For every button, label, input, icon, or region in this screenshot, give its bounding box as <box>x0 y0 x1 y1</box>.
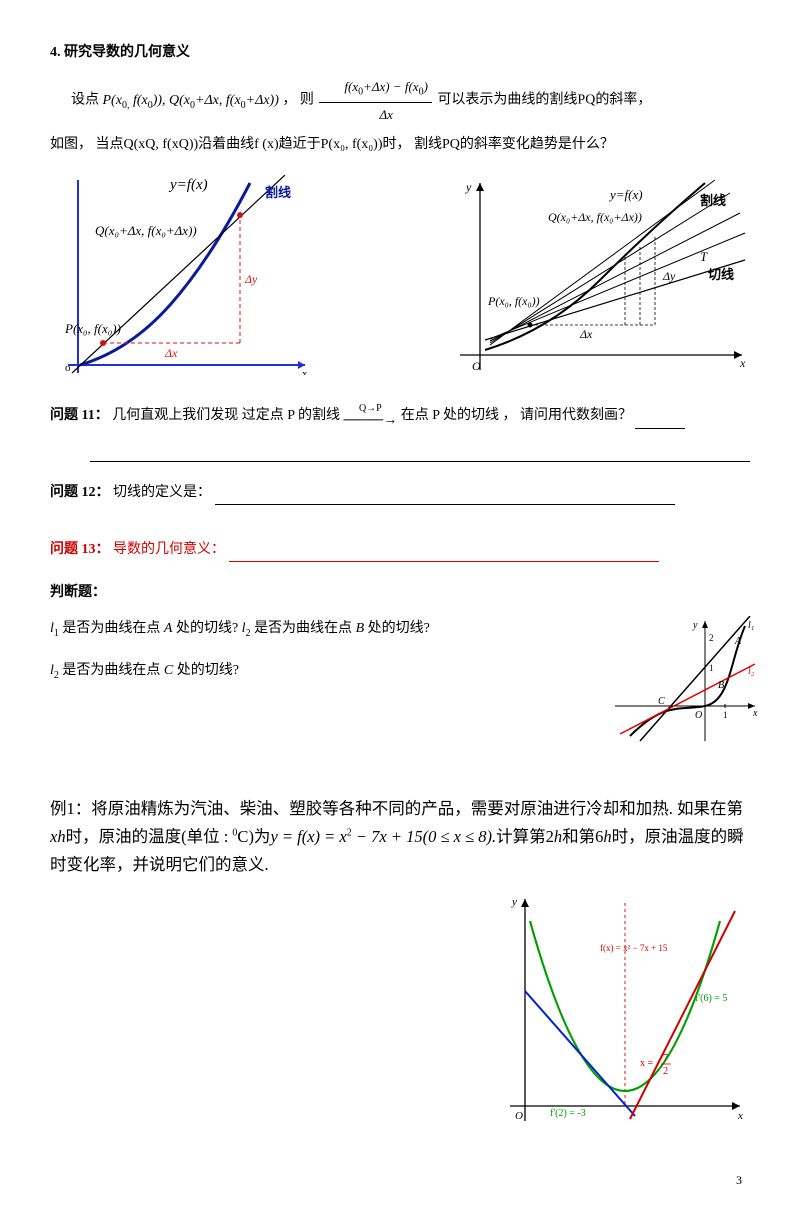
fig-right-Q: Q(x₀+Δx, f(x₀+Δx)) <box>548 210 642 224</box>
svg-text:x =: x = <box>640 1058 654 1069</box>
fig-left-dx: Δx <box>164 346 178 360</box>
q12-label: 问题 12： <box>50 485 110 500</box>
fig-left-P-label: P(x₀, f(x₀)) <box>64 321 121 336</box>
judge-C: C <box>658 696 665 707</box>
figure-judge: 1 O x y 2 1 l₁ l₂ A B C <box>610 616 760 746</box>
judge-l1: l₁ <box>748 620 754 631</box>
judge-A: A <box>734 636 742 647</box>
para1-frac: f(x0+Δx) − f(x0) Δx <box>319 75 432 126</box>
fig-left-dy: Δy <box>244 272 258 286</box>
page-number: 3 <box>50 1170 750 1192</box>
fig-right-dx: Δx <box>579 327 593 341</box>
ex1-body-rest: 将原油精炼为汽油、柴油、塑胶等各种不同的产品，需要对原油进行冷却和加热. 如果在… <box>50 799 744 874</box>
fig-left-yfx: y=f(x) <box>168 177 208 193</box>
judge-B: B <box>718 680 724 691</box>
question-12: 问题 12： 切线的定义是： <box>50 480 750 505</box>
para1-head: 设点 <box>71 93 99 108</box>
section-4-para-2: 如图， 当点Q(xQ, f(xQ))沿着曲线f (x)趋近于P(x₀, f(x₀… <box>50 132 750 157</box>
section-4-para-1: 设点 P(x0, f(x0)), Q(x0+Δx, f(x0+Δx)) ， 则 … <box>50 75 750 126</box>
ex1-fx: f(x) = x² − 7x + 15 <box>600 943 668 953</box>
ex1-y: y <box>511 896 517 908</box>
svg-text:x: x <box>752 708 758 719</box>
ex1-x: x <box>737 1110 743 1122</box>
q11-text-b: 在点 P 处的切线 ， 请问用代数刻画？ <box>401 408 632 423</box>
judge-title: 判断题： <box>50 580 750 605</box>
judge-O: O <box>695 710 702 721</box>
fig-right-yfx: y=f(x) <box>608 187 643 202</box>
para1-mid: ， 则 <box>282 93 314 108</box>
q12-blank <box>215 487 675 505</box>
figure-secant-right: O x y P(x₀, f(x₀)) Δx Δy y=f(x) 割线 T 切线 … <box>450 175 750 375</box>
ex1-f6: f'(6) = 5 <box>695 993 727 1004</box>
fig-left-Q-label: Q(x₀+Δx, f(x₀+Δx)) <box>95 223 197 238</box>
q11-blank <box>635 411 685 429</box>
q11-arrow: Q→P ────→ <box>344 404 398 428</box>
q11-label: 问题 11： <box>50 408 109 423</box>
svg-text:7: 7 <box>663 1053 668 1064</box>
q11-answer-line <box>90 439 750 462</box>
ex1-f2: f'(2) = -3 <box>550 1108 586 1119</box>
fig-left-x-label: x <box>302 368 308 375</box>
question-11: 问题 11： 几何直观上我们发现 过定点 P 的割线 Q→P ────→ 在点 … <box>50 403 750 428</box>
fig-right-y: y <box>465 180 472 194</box>
para1-tail: 可以表示为曲线的割线PQ的斜率， <box>437 93 651 108</box>
fig-right-P: P(x₀, f(x₀)) <box>487 294 540 308</box>
fig-right-tangent: 切线 <box>708 267 734 282</box>
fig-right-x: x <box>739 356 746 370</box>
svg-text:1: 1 <box>723 710 728 720</box>
fig-right-T: T <box>700 249 708 264</box>
svg-text:2: 2 <box>663 1066 668 1077</box>
example-1-figure-wrap: O x y f(x) = x² − 7x + 15 f'(6) = 5 x = … <box>50 891 750 1140</box>
para1-math-p: P(x0, f(x0)), Q(x0+Δx, f(x0+Δx)) <box>103 93 279 108</box>
judge-block: l1 是否为曲线在点 A 处的切线? l2 是否为曲线在点 B 处的切线? l2… <box>50 616 750 686</box>
judge-l2: l₂ <box>748 666 755 677</box>
fig-right-dy: Δy <box>662 269 676 283</box>
svg-text:o: o <box>65 362 71 374</box>
fig-right-O: O <box>472 359 481 373</box>
svg-text:y: y <box>692 620 698 631</box>
q13-blank <box>229 545 659 563</box>
example-1: 例1：将原油精炼为汽油、柴油、塑胶等各种不同的产品，需要对原油进行冷却和加热. … <box>50 795 750 879</box>
question-13: 问题 13： 导数的几何意义： <box>50 537 750 562</box>
svg-text:2: 2 <box>709 633 714 643</box>
fig-right-secant: 割线 <box>700 193 726 208</box>
fig-left-secant-label: 割线 <box>265 185 291 200</box>
q13-label: 问题 13： <box>50 542 110 557</box>
q13-text: 导数的几何意义： <box>113 542 225 557</box>
q12-text: 切线的定义是： <box>113 485 211 500</box>
q11-text-a: 几何直观上我们发现 过定点 P 的割线 <box>112 408 343 423</box>
figures-row: x o y=f(x) 割线 Q(x₀+Δx, f(x₀+Δx)) P(x₀, f… <box>50 175 750 375</box>
ex1-label: 例1： <box>50 799 91 818</box>
ex1-O: O <box>515 1110 523 1122</box>
figure-secant-left: x o y=f(x) 割线 Q(x₀+Δx, f(x₀+Δx)) P(x₀, f… <box>50 175 310 375</box>
svg-text:1: 1 <box>709 663 714 673</box>
figure-example-1: O x y f(x) = x² − 7x + 15 f'(6) = 5 x = … <box>490 891 750 1131</box>
section-4-title: 4. 研究导数的几何意义 <box>50 40 750 65</box>
